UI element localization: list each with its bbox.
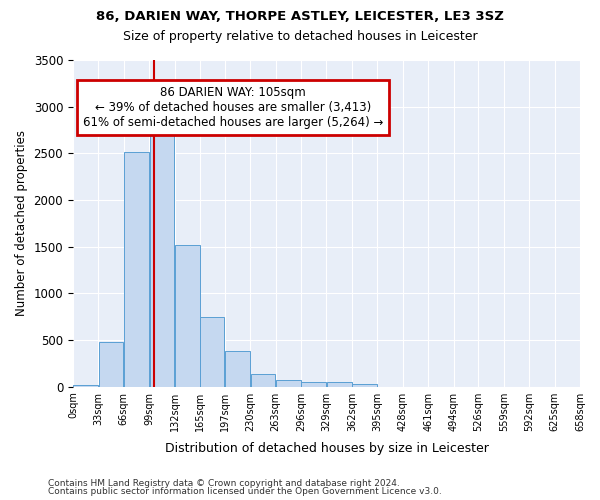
- Bar: [99, 342, 124, 386]
- Text: 86 DARIEN WAY: 105sqm
← 39% of detached houses are smaller (3,413)
61% of semi-d: 86 DARIEN WAY: 105sqm ← 39% of detached …: [83, 86, 383, 129]
- X-axis label: Distribution of detached houses by size in Leicester: Distribution of detached houses by size …: [164, 442, 488, 455]
- Text: Size of property relative to detached houses in Leicester: Size of property relative to detached ho…: [122, 30, 478, 43]
- Bar: [149, 124, 174, 386]
- Bar: [327, 382, 352, 386]
- Bar: [175, 245, 200, 386]
- Text: Contains HM Land Registry data © Crown copyright and database right 2024.: Contains HM Land Registry data © Crown c…: [48, 478, 400, 488]
- Bar: [225, 351, 250, 386]
- Bar: [200, 316, 224, 386]
- Bar: [276, 380, 301, 386]
- Bar: [124, 152, 149, 386]
- Bar: [251, 374, 275, 386]
- Y-axis label: Number of detached properties: Number of detached properties: [15, 130, 28, 316]
- Bar: [352, 384, 377, 386]
- Text: Contains public sector information licensed under the Open Government Licence v3: Contains public sector information licen…: [48, 487, 442, 496]
- Bar: [73, 385, 98, 386]
- Text: 86, DARIEN WAY, THORPE ASTLEY, LEICESTER, LE3 3SZ: 86, DARIEN WAY, THORPE ASTLEY, LEICESTER…: [96, 10, 504, 23]
- Bar: [301, 382, 326, 386]
